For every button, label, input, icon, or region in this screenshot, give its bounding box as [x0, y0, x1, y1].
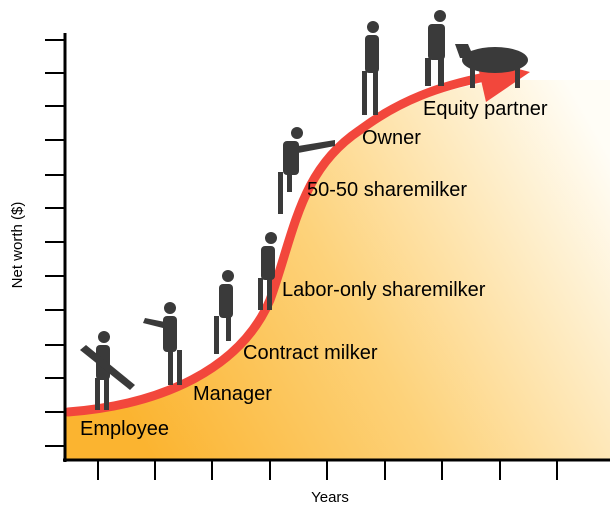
stage-label: Equity partner: [423, 98, 548, 120]
stage-label: Labor-only sharemilker: [282, 279, 486, 301]
stage-label: Owner: [362, 127, 421, 149]
y-axis-label: Net worth ($): [9, 202, 26, 289]
x-axis-label: Years: [311, 489, 349, 506]
career-ladder: Employee Manager Contract milker Labor-o…: [0, 0, 611, 508]
stage-label: Contract milker: [243, 342, 378, 364]
x-ticks: [98, 460, 557, 480]
stage-label: Employee: [80, 418, 169, 440]
stage-label: Manager: [193, 383, 272, 405]
y-ticks: [45, 40, 65, 446]
area: [65, 80, 610, 460]
stage-label: 50-50 sharemilker: [307, 179, 467, 201]
